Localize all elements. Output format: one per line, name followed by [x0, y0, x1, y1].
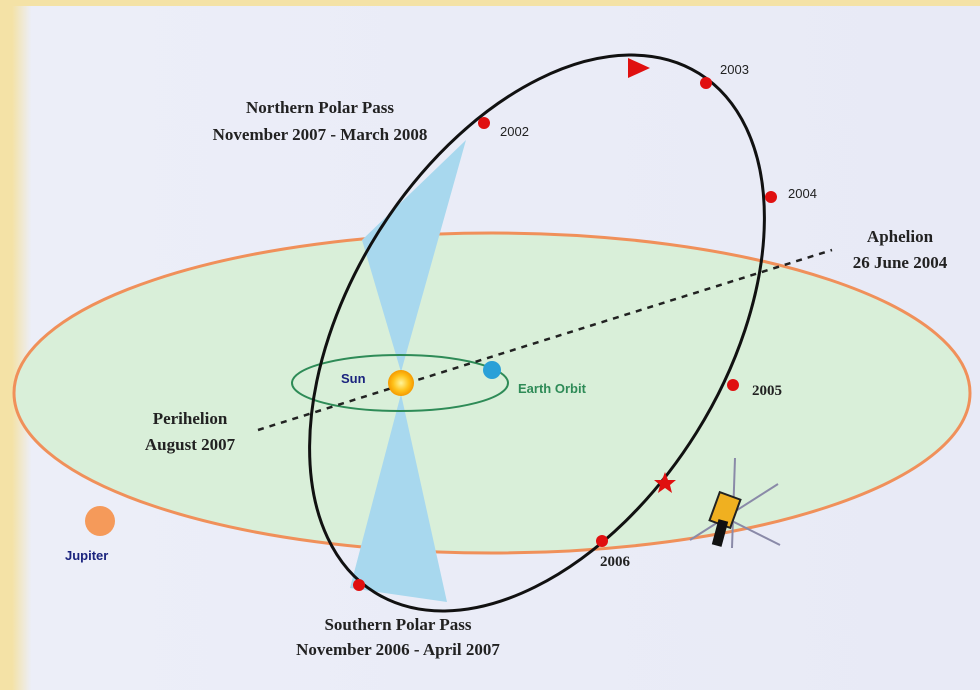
jupiter-orbit [14, 233, 970, 553]
earth-orbit-label: Earth Orbit [518, 381, 587, 396]
marker-2006 [596, 535, 608, 547]
diagram: Northern Polar Pass November 2007 - Marc… [0, 0, 980, 690]
year-label: 2002 [500, 124, 529, 139]
jupiter-label: Jupiter [65, 548, 108, 563]
perihelion-title: Perihelion [153, 409, 228, 428]
marker-2004 [765, 191, 777, 203]
year-label: 2005 [752, 383, 782, 399]
year-label: 2003 [720, 62, 749, 77]
aphelion-title: Aphelion [867, 227, 934, 246]
jupiter [85, 506, 115, 536]
sun-label: Sun [341, 371, 366, 386]
south-title: Southern Polar Pass [324, 615, 471, 634]
earth [483, 361, 501, 379]
perihelion-date: August 2007 [145, 435, 236, 454]
north-title: Northern Polar Pass [246, 98, 394, 117]
year-label: 2006 [600, 554, 631, 570]
marker-2003 [700, 77, 712, 89]
marker-2002 [478, 117, 490, 129]
south-dates: November 2006 - April 2007 [296, 640, 500, 659]
north-dates: November 2007 - March 2008 [213, 125, 428, 144]
sun [388, 370, 414, 396]
year-label: 2004 [788, 186, 817, 201]
marker-south [353, 579, 365, 591]
aphelion-date: 26 June 2004 [853, 253, 948, 272]
marker-2005 [727, 379, 739, 391]
